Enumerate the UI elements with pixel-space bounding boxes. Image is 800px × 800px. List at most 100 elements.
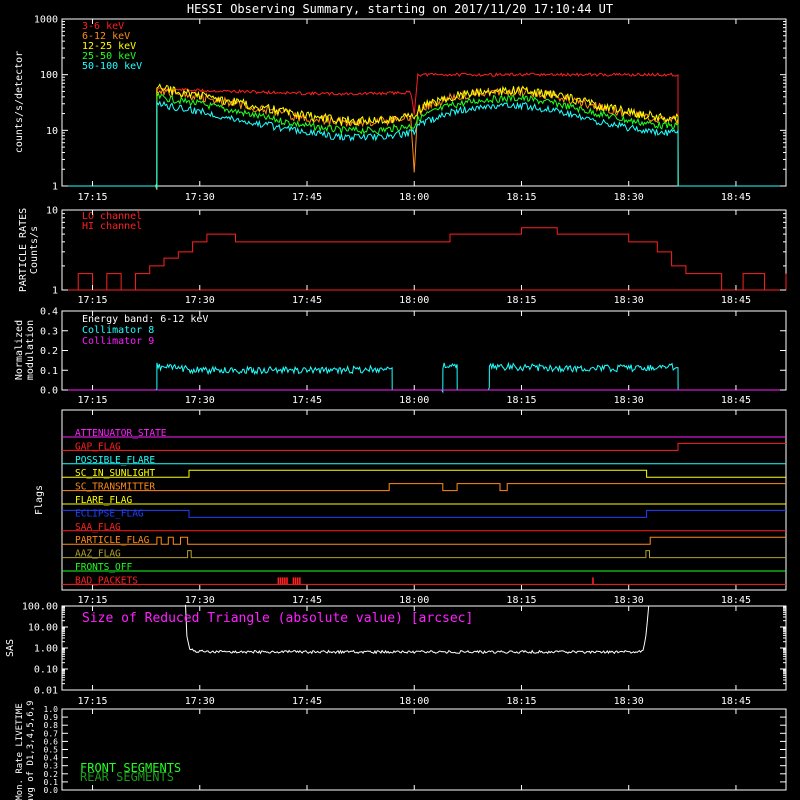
flag-label: GAP_FLAG bbox=[75, 441, 121, 452]
modulation-x-tick-label: 18:45 bbox=[721, 395, 751, 406]
flags-x-axis: 17:15 17:30 17:45 18:00 18:15 18:30 18:45 bbox=[77, 410, 751, 606]
livetime-y-tick-label: 0.0 bbox=[44, 786, 59, 795]
counts-x-tick-label: 18:30 bbox=[614, 192, 644, 203]
sas-x-tick-label: 17:45 bbox=[292, 696, 322, 707]
flags-x-tick-label: 17:45 bbox=[292, 595, 322, 606]
flag-line bbox=[62, 550, 786, 559]
flag-line bbox=[62, 509, 786, 518]
counts-legend-entry: 25-50 keV bbox=[82, 51, 136, 62]
counts-legend-entry: 3-6 keV bbox=[82, 21, 124, 32]
flags-x-tick-label: 18:30 bbox=[614, 595, 644, 606]
livetime-y-tick-label: 0.3 bbox=[44, 762, 59, 771]
sas-y-tick-label: 0.01 bbox=[34, 686, 58, 697]
flag-label: PARTICLE_FLAG bbox=[75, 535, 150, 546]
counts-legend-entry: 6-12 keV bbox=[82, 31, 130, 42]
particle-legend-entry: HI channel bbox=[82, 221, 142, 232]
flags-y-label: Flags bbox=[34, 485, 45, 515]
modulation-y-tick-label: 0.3 bbox=[40, 326, 58, 337]
counts-x-tick-label: 18:15 bbox=[506, 192, 536, 203]
counts-y-tick-label: 1 bbox=[52, 182, 58, 193]
modulation-x-tick-label: 18:15 bbox=[506, 395, 536, 406]
modulation-y-tick-label: 0.1 bbox=[40, 366, 58, 377]
livetime-y-tick-label: 0.7 bbox=[44, 729, 59, 738]
livetime-y-tick-label: 0.2 bbox=[44, 770, 59, 779]
flag-label: SAA_FLAG bbox=[75, 522, 121, 533]
livetime-legend-entry: FRONT SEGMENTS bbox=[80, 761, 181, 775]
livetime-y-tick-label: 1.0 bbox=[44, 705, 59, 714]
particle-x-tick-label: 18:00 bbox=[399, 295, 429, 306]
flag-label: SC_IN_SUNLIGHT bbox=[75, 468, 155, 479]
modulation-x-tick-label: 18:30 bbox=[614, 395, 644, 406]
flag-label: FRONTS_OFF bbox=[75, 562, 132, 573]
flags-x-tick-label: 18:45 bbox=[721, 595, 751, 606]
modulation-x-tick-label: 17:30 bbox=[185, 395, 215, 406]
counts-x-tick-label: 17:15 bbox=[77, 192, 107, 203]
livetime-y-tick-label: 0.5 bbox=[44, 746, 59, 755]
flags-x-tick-label: 18:15 bbox=[506, 595, 536, 606]
particle-y-label-line2: Counts/s bbox=[29, 226, 40, 274]
counts-y-tick-label: 100 bbox=[40, 70, 58, 81]
sas-x-tick-label: 18:00 bbox=[399, 696, 429, 707]
flag-label: ECLIPSE_FLAG bbox=[75, 508, 144, 519]
flag-line bbox=[62, 483, 786, 492]
counts-series-line bbox=[62, 72, 786, 188]
sas-panel: Size of Reduced Triangle (absolute value… bbox=[5, 602, 787, 707]
counts-y-axis: 1 10 100 1000 bbox=[34, 15, 786, 193]
counts-series-line bbox=[62, 92, 786, 187]
sas-y-axis: 0.01 0.10 1.00 10.00 100.00 bbox=[22, 602, 786, 697]
sas-y-tick-label: 1.00 bbox=[34, 644, 58, 655]
livetime-y-label-line2: avg of D1,3,4,5,6,9 bbox=[26, 701, 36, 800]
modulation-x-axis: 17:15 17:30 17:45 18:00 18:15 18:30 18:45 bbox=[77, 311, 751, 406]
modulation-y-tick-label: 0.2 bbox=[40, 346, 58, 357]
modulation-x-tick-label: 17:45 bbox=[292, 395, 322, 406]
sas-x-tick-label: 18:30 bbox=[614, 696, 644, 707]
particle-x-tick-label: 18:30 bbox=[614, 295, 644, 306]
sas-x-tick-label: 17:30 bbox=[185, 696, 215, 707]
sas-legend-entry: Size of Reduced Triangle (absolute value… bbox=[82, 611, 473, 626]
modulation-y-axis: 0.0 0.1 0.2 0.3 0.4 bbox=[40, 307, 786, 397]
flags-panel: ATTENUATOR_STATE GAP_FLAG POSSIBLE_FLARE SC… bbox=[34, 409, 787, 606]
livetime-y-tick-label: 0.6 bbox=[44, 737, 59, 746]
flag-line bbox=[62, 469, 786, 478]
livetime-y-tick-label: 0.1 bbox=[44, 778, 59, 787]
sas-x-tick-label: 18:45 bbox=[721, 696, 751, 707]
flags-x-tick-label: 17:15 bbox=[77, 595, 107, 606]
particle-x-tick-label: 18:45 bbox=[721, 295, 751, 306]
modulation-y-label-line1: Normalized bbox=[14, 320, 25, 380]
flag-line bbox=[62, 442, 786, 451]
modulation-legend-entry: Collimator 9 bbox=[82, 336, 154, 347]
counts-y-label: counts/s/detector bbox=[14, 51, 25, 153]
particle-x-tick-label: 18:15 bbox=[506, 295, 536, 306]
particle-y-tick-label: 1 bbox=[52, 286, 58, 297]
figure-title: HESSI Observing Summary, starting on 201… bbox=[187, 2, 613, 16]
flag-label: ATTENUATOR_STATE bbox=[75, 428, 167, 439]
counts-series-line bbox=[62, 83, 786, 187]
livetime-y-axis: 0.00.10.20.30.40.50.60.70.80.91.0 bbox=[44, 705, 786, 795]
sas-x-tick-label: 18:15 bbox=[506, 696, 536, 707]
sas-y-label: SAS bbox=[5, 639, 16, 657]
sas-y-tick-label: 0.10 bbox=[34, 665, 58, 676]
counts-series-line bbox=[62, 100, 786, 190]
sas-x-tick-label: 17:15 bbox=[77, 696, 107, 707]
livetime-y-tick-label: 0.8 bbox=[44, 721, 59, 730]
particle-y-tick-label: 10 bbox=[46, 206, 58, 217]
particle-x-axis: 17:15 17:30 17:45 18:00 18:15 18:30 18:45 bbox=[77, 210, 751, 306]
counts-x-tick-label: 18:45 bbox=[721, 192, 751, 203]
counts-legend-entry: 50-100 keV bbox=[82, 61, 142, 72]
counts-x-tick-label: 17:30 bbox=[185, 192, 215, 203]
modulation-y-tick-label: 0.0 bbox=[40, 386, 58, 397]
flag-label: BAD_PACKETS bbox=[75, 575, 138, 586]
modulation-legend-title: Energy band: 6-12 keV bbox=[82, 314, 208, 325]
modulation-y-label-line2: modulation bbox=[25, 320, 36, 380]
counts-y-tick-label: 10 bbox=[46, 126, 58, 137]
modulation-x-tick-label: 18:00 bbox=[399, 395, 429, 406]
